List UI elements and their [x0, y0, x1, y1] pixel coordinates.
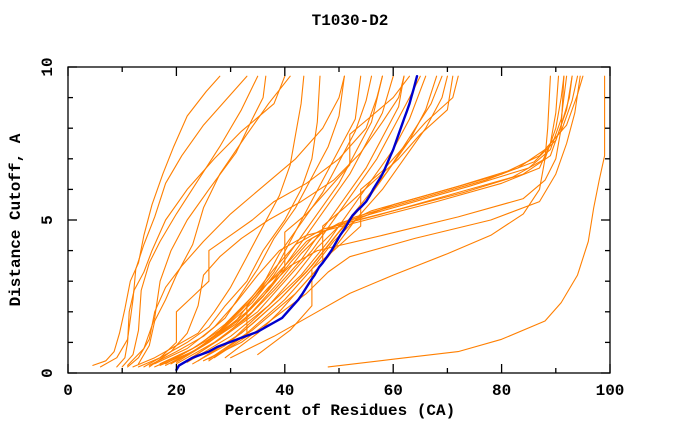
model-32-curve	[170, 75, 573, 365]
model-30-curve	[197, 75, 579, 362]
model-33-curve	[159, 75, 565, 366]
model-10-curve	[154, 75, 362, 368]
y-axis-label: Distance Cutoff, A	[7, 133, 25, 307]
chart-title: T1030-D2	[311, 12, 389, 30]
model-04-curve	[127, 75, 267, 366]
model-20-curve	[148, 75, 405, 368]
model-35-curve	[230, 75, 551, 359]
model-15-curve	[181, 75, 421, 365]
model-22-curve	[192, 75, 443, 365]
y-tick-label: 10	[39, 57, 57, 76]
x-axis-label: Percent of Residues (CA)	[224, 402, 456, 420]
model-34-curve	[202, 75, 581, 362]
highlighted-model-curve	[175, 74, 419, 372]
model-36-outlier-curve	[327, 75, 606, 368]
x-tick-label: 0	[63, 382, 73, 400]
model-23-curve	[213, 75, 411, 359]
model-01-curve	[92, 75, 221, 366]
x-tick-label: 20	[167, 382, 186, 400]
model-02-curve	[99, 75, 248, 368]
model-19-curve	[137, 75, 383, 368]
model-05-curve	[116, 75, 286, 368]
model-25-curve	[224, 75, 454, 359]
model-28-curve	[175, 75, 568, 363]
y-tick-label: 5	[39, 215, 57, 225]
model-21-curve	[127, 75, 345, 368]
x-tick-label: 40	[275, 382, 294, 400]
x-tick-label: 80	[492, 382, 511, 400]
x-tick-label: 60	[384, 382, 403, 400]
model-18-curve	[208, 75, 448, 362]
model-06-curve	[137, 75, 291, 365]
model-08-curve	[143, 75, 321, 368]
model-11-curve	[159, 75, 373, 365]
y-tick-label: 0	[39, 368, 57, 378]
model-31-curve	[208, 75, 584, 360]
model-14-curve	[175, 75, 405, 365]
model-03-curve	[121, 75, 259, 368]
x-tick-label: 100	[596, 382, 625, 400]
